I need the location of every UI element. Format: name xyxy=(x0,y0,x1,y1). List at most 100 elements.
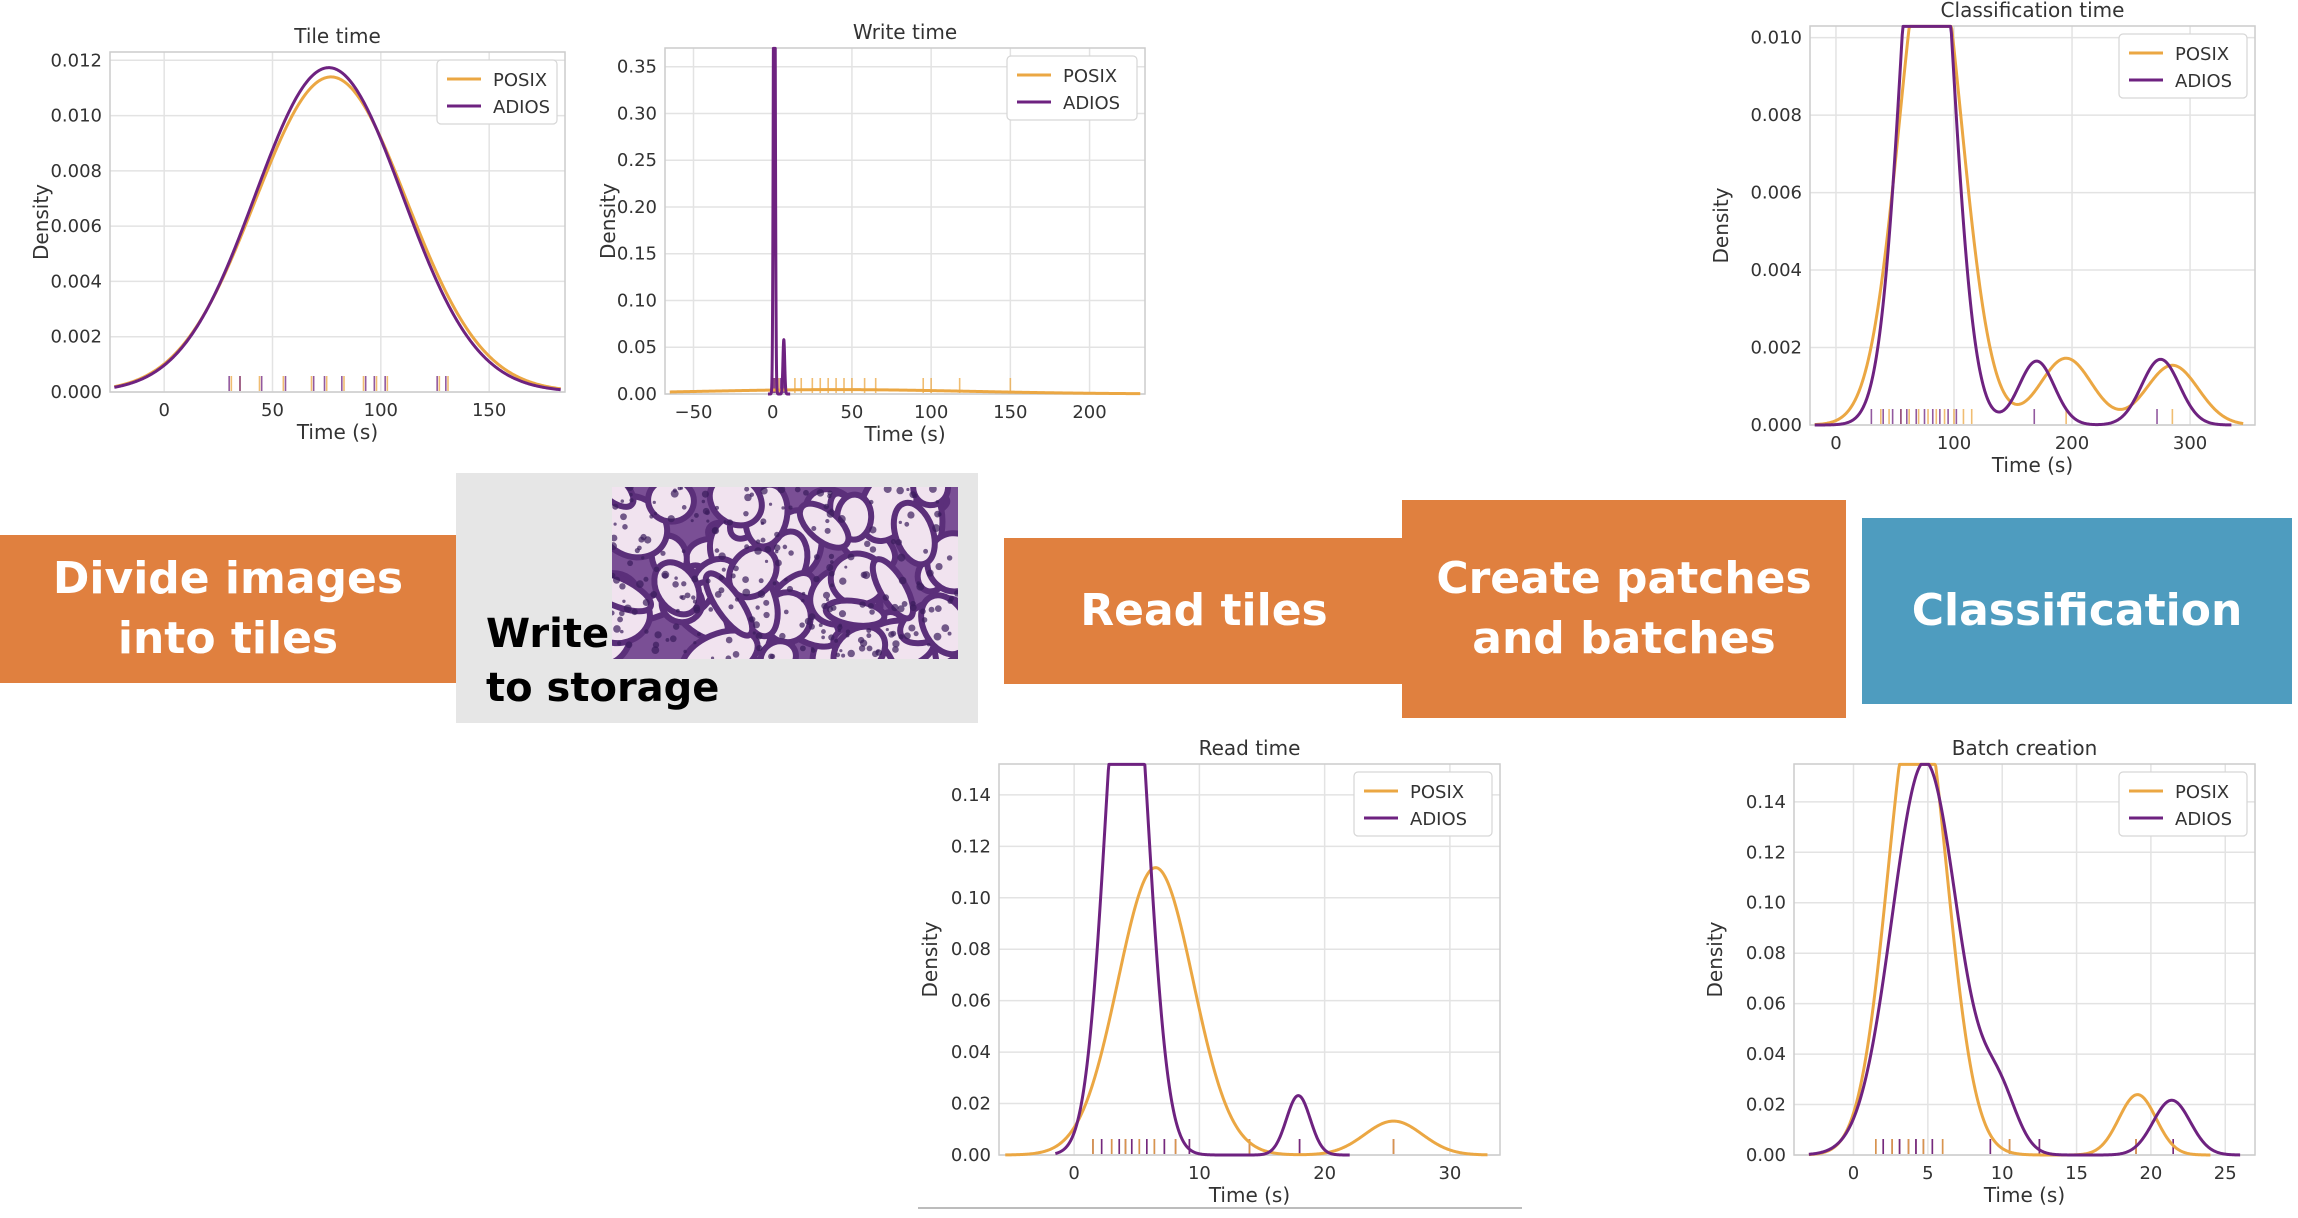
tissue-nucleus xyxy=(801,598,805,603)
x-tick-label: 300 xyxy=(2173,433,2207,454)
tissue-nucleus xyxy=(830,583,834,588)
tissue-nucleus xyxy=(775,559,782,567)
tissue-nucleus xyxy=(675,608,680,613)
tissue-nucleus xyxy=(935,562,943,571)
x-tick-label: 0 xyxy=(1848,1163,1859,1184)
tissue-nucleus xyxy=(810,647,815,651)
tissue-gland xyxy=(679,627,761,659)
tissue-nucleus xyxy=(932,524,940,532)
y-axis-label: Density xyxy=(29,184,53,260)
y-tick-label: 0.02 xyxy=(951,1094,991,1115)
stage-classification: Classification xyxy=(1862,518,2292,704)
y-tick-label: 0.25 xyxy=(617,150,657,171)
chart-title: Tile time xyxy=(293,24,381,48)
tissue-nucleus xyxy=(653,566,660,573)
tissue-nucleus xyxy=(684,592,691,599)
tissue-nucleus xyxy=(909,604,917,612)
y-tick-label: 0.012 xyxy=(50,50,102,71)
x-tick-label: 0 xyxy=(1830,433,1841,454)
density-line-posix xyxy=(669,388,1141,396)
y-tick-label: 0.30 xyxy=(617,103,657,124)
tissue-nucleus xyxy=(714,548,720,553)
tissue-nucleus xyxy=(857,636,865,644)
tissue-nucleus xyxy=(711,527,718,534)
tissue-nucleus xyxy=(742,576,749,583)
y-tick-label: 0.08 xyxy=(1746,943,1786,964)
tissue-nucleus xyxy=(799,622,805,628)
tissue-nucleus xyxy=(898,634,904,640)
tissue-nucleus xyxy=(723,520,727,524)
tissue-nucleus xyxy=(779,632,786,640)
x-tick-label: 50 xyxy=(261,400,284,421)
legend-label: POSIX xyxy=(2175,44,2229,65)
legend-box xyxy=(2118,771,2248,837)
tissue-nucleus xyxy=(799,645,806,652)
tissue-nucleus xyxy=(726,519,734,526)
tissue-nucleus xyxy=(654,631,662,639)
tissue-nucleus xyxy=(620,513,627,521)
tissue-nucleus xyxy=(783,609,789,615)
y-axis-label: Density xyxy=(596,183,620,259)
tissue-nucleus xyxy=(691,575,699,583)
tissue-nucleus xyxy=(650,590,658,598)
stage-divide-images: Divide images into tiles xyxy=(0,535,456,683)
x-axis-label: Time (s) xyxy=(1983,1183,2065,1207)
tissue-nucleus xyxy=(754,547,762,555)
legend-label: ADIOS xyxy=(1410,809,1467,830)
tissue-nucleus xyxy=(847,649,855,658)
tissue-nucleus xyxy=(926,569,934,577)
tissue-nucleus xyxy=(794,487,801,493)
tissue-nucleus xyxy=(954,590,958,597)
tissue-nucleus xyxy=(864,540,871,548)
tissue-nucleus xyxy=(781,506,785,510)
classification-time-chart: Classification time Time (s) Density 0 100 20… xyxy=(1690,0,2260,480)
legend: POSIX ADIOS xyxy=(1006,55,1138,121)
tissue-nucleus xyxy=(837,628,842,633)
tissue-nucleus xyxy=(681,549,686,554)
tissue-nucleus xyxy=(825,598,830,602)
y-tick-label: 0.12 xyxy=(1746,842,1786,863)
stage-write-line2: to storage xyxy=(486,665,720,711)
plot-frame xyxy=(109,51,566,393)
tissue-nucleus xyxy=(752,631,756,635)
tissue-nucleus xyxy=(763,611,770,619)
y-tick-label: 0.006 xyxy=(1750,183,1802,204)
y-tick-label: 0.002 xyxy=(1750,338,1802,359)
tissue-nucleus xyxy=(672,581,679,588)
tissue-nucleus xyxy=(612,534,618,542)
legend: POSIX ADIOS xyxy=(2118,33,2248,99)
chart-title: Read time xyxy=(1199,736,1301,760)
tissue-nucleus xyxy=(760,537,766,543)
tissue-nucleus xyxy=(824,527,831,534)
tissue-nucleus xyxy=(821,635,825,640)
tissue-nucleus xyxy=(662,572,669,579)
y-tick-label: 0.00 xyxy=(951,1145,991,1166)
tissue-nucleus xyxy=(935,500,940,504)
tissue-nucleus xyxy=(801,591,806,596)
tissue-nucleus xyxy=(867,602,874,610)
tissue-nucleus xyxy=(828,553,835,560)
tissue-nucleus xyxy=(913,493,918,498)
tissue-nucleus xyxy=(691,595,696,600)
stage-write-line1: Write xyxy=(486,611,610,657)
tissue-nucleus xyxy=(693,641,697,645)
tissue-nucleus xyxy=(837,624,843,631)
plot-frame xyxy=(664,47,1146,395)
y-tick-label: 0.14 xyxy=(951,785,991,806)
x-tick-label: 20 xyxy=(2139,1163,2162,1184)
tissue-nucleus xyxy=(858,645,866,652)
histology-tile-icon xyxy=(612,487,958,659)
x-tick-label: 0 xyxy=(767,402,778,423)
x-tick-label: 150 xyxy=(472,400,506,421)
y-tick-label: 0.00 xyxy=(617,384,657,405)
tissue-nucleus xyxy=(892,640,900,648)
tissue-nucleus xyxy=(644,629,649,634)
tissue-nucleus xyxy=(652,500,656,504)
read-time-chart: Read time Time (s) Density 0 10 20 30 0.00 0.02 0… xyxy=(915,730,1505,1210)
tissue-nucleus xyxy=(742,588,751,597)
y-tick-label: 0.008 xyxy=(1750,105,1802,126)
legend-label: POSIX xyxy=(1410,782,1464,803)
chart-svg: Read time Time (s) Density 0 10 20 30 0.00 0.02 0… xyxy=(918,736,1501,1207)
y-tick-label: 0.05 xyxy=(617,337,657,358)
legend: POSIX ADIOS xyxy=(2118,771,2248,837)
